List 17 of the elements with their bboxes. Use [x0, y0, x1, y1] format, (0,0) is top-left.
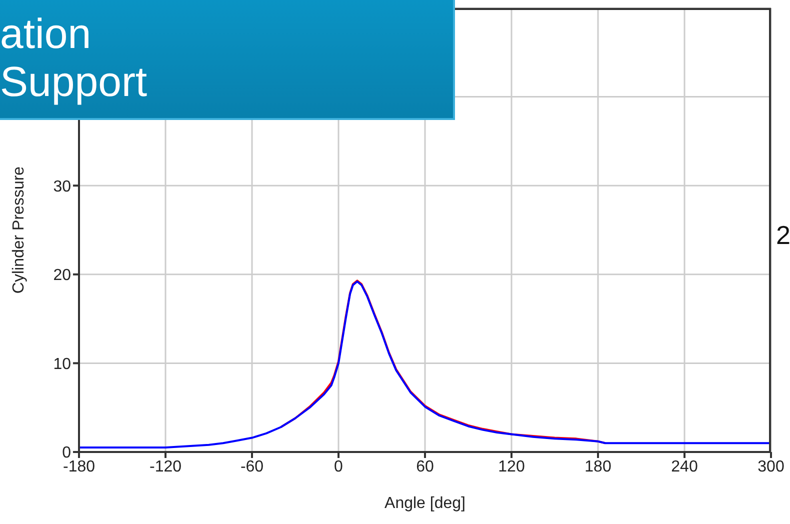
x-tick-label: -120 — [149, 458, 182, 476]
y-tick-label: 10 — [53, 356, 72, 373]
x-tick-label: 60 — [416, 458, 434, 476]
text: 2 — [776, 220, 790, 251]
annotation: ation Support — [0, 10, 148, 106]
x-tick-label: 180 — [584, 458, 612, 476]
x-tick-label: -60 — [240, 458, 264, 476]
x-tick-label: 0 — [334, 458, 344, 476]
x-tick-label: 120 — [498, 458, 525, 476]
x-tick-label: 300 — [758, 458, 784, 476]
y-tick-label: 30 — [53, 178, 72, 196]
line-series — [79, 280, 771, 449]
x-axis-title: Angle [deg] — [384, 495, 466, 512]
y-tick-label: 20 — [53, 267, 72, 284]
y-axis-title: Cylinder Pressure — [10, 166, 28, 294]
title-box: ation Support — [0, 0, 455, 120]
x-tick-label: 240 — [671, 458, 698, 476]
